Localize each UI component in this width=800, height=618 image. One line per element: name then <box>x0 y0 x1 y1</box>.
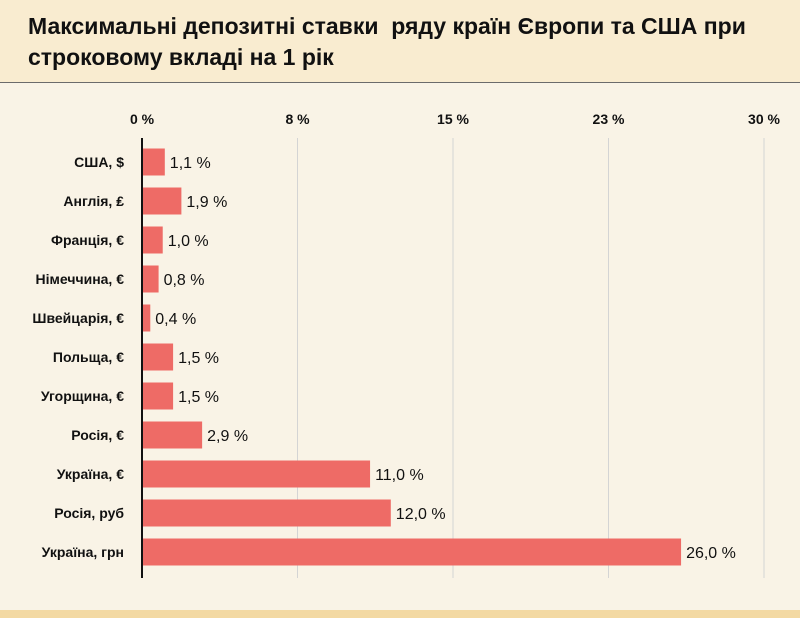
bar <box>142 421 203 449</box>
value-label: 12,0 % <box>396 506 446 523</box>
bar <box>142 226 163 254</box>
category-label: Німеччина, € <box>36 271 125 287</box>
value-label: 11,0 % <box>375 467 424 484</box>
bar <box>142 343 174 371</box>
bar <box>142 460 371 488</box>
x-tick-label: 15 % <box>437 111 469 127</box>
value-label: 2,9 % <box>207 428 248 445</box>
category-label: Росія, руб <box>54 505 124 521</box>
value-label: 0,4 % <box>155 311 196 328</box>
category-label: Росія, € <box>71 427 124 443</box>
value-label: 26,0 % <box>686 545 736 562</box>
bar <box>142 148 165 176</box>
x-tick-label: 8 % <box>285 111 310 127</box>
value-label: 1,0 % <box>168 233 209 250</box>
bottom-accent-bar <box>0 610 800 618</box>
bar <box>142 187 182 215</box>
category-label: Угорщина, € <box>41 388 124 404</box>
value-label: 1,5 % <box>178 350 219 367</box>
value-label: 1,9 % <box>186 194 227 211</box>
value-label: 0,8 % <box>164 272 205 289</box>
bar <box>142 538 682 566</box>
category-label: Україна, грн <box>42 544 124 560</box>
chart-title: Максимальні депозитні ставки ряду країн … <box>28 13 753 70</box>
x-tick-label: 30 % <box>748 111 780 127</box>
value-label: 1,1 % <box>170 155 211 172</box>
category-label: Україна, € <box>57 466 124 482</box>
bar <box>142 382 174 410</box>
value-label: 1,5 % <box>178 389 219 406</box>
category-label: Англія, ₤ <box>63 193 124 209</box>
bar <box>142 304 151 332</box>
x-tick-label: 23 % <box>593 111 625 127</box>
category-label: Швейцарія, € <box>32 310 124 326</box>
category-label: США, $ <box>74 154 124 170</box>
bar <box>142 499 391 527</box>
category-label: Польща, € <box>53 349 124 365</box>
bar <box>142 265 159 293</box>
chart-header: Максимальні депозитні ставки ряду країн … <box>0 0 800 83</box>
category-label: Франція, € <box>51 232 124 248</box>
x-tick-label: 0 % <box>130 111 155 127</box>
